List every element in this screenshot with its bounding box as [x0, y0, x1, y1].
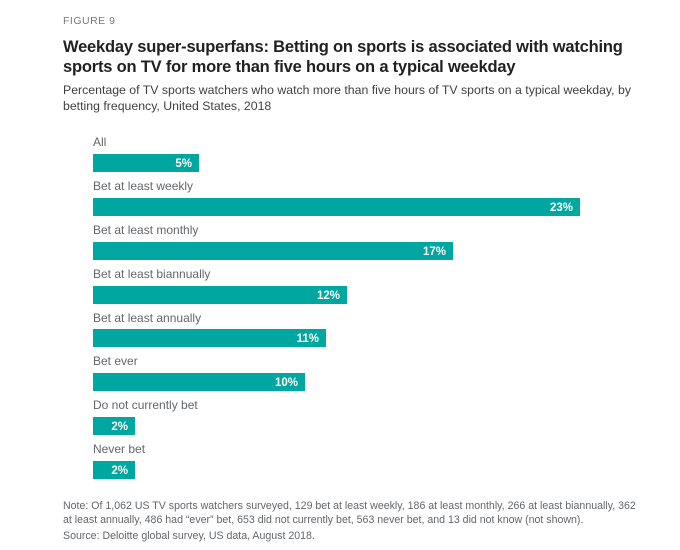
value-label: 5%	[175, 158, 192, 171]
category-label: Bet at least annually	[93, 310, 202, 325]
category-label: Never bet	[93, 441, 146, 456]
chart-row: All 5%	[93, 135, 640, 173]
value-label: 12%	[316, 289, 340, 302]
bar: 2%	[93, 460, 135, 479]
source-text: Source: Deloitte global survey, US data,…	[63, 530, 315, 543]
category-label: All	[93, 135, 107, 150]
bar: 11%	[93, 329, 326, 348]
chart-row: Bet at least annually 11%	[93, 310, 640, 348]
category-label: Bet ever	[93, 354, 138, 369]
chart-row: Never bet 2%	[93, 441, 640, 479]
chart-row: Bet at least weekly 23%	[93, 179, 640, 216]
chart-row: Do not currently bet 2%	[93, 398, 640, 435]
category-label: Bet at least monthly	[93, 222, 199, 237]
value-label: 2%	[111, 420, 128, 433]
note-text: Note: Of 1,062 US TV sports watchers sur…	[63, 499, 636, 527]
value-label: 23%	[549, 201, 573, 214]
category-label: Bet at least weekly	[93, 179, 194, 194]
bar: 23%	[93, 197, 580, 216]
chart-row: Bet at least monthly 17%	[93, 222, 640, 260]
value-label: 17%	[422, 245, 446, 258]
chart-row: Bet at least biannually 12%	[93, 266, 640, 304]
bar: 2%	[93, 416, 135, 435]
figure-label: FIGURE 9	[63, 15, 116, 27]
chart-subtitle: Percentage of TV sports watchers who wat…	[63, 82, 631, 113]
chart-row: Bet ever 10%	[93, 354, 640, 392]
bar: 5%	[93, 154, 199, 173]
chart-title: Weekday super-superfans: Betting on spor…	[63, 38, 623, 77]
value-label: 10%	[274, 377, 298, 390]
bar: 10%	[93, 373, 305, 392]
category-label: Do not currently bet	[93, 398, 198, 413]
bar: 12%	[93, 285, 347, 304]
value-label: 2%	[111, 464, 128, 477]
bar-chart: All 5% Bet at least weekly 23% Bet at least …	[93, 135, 640, 479]
value-label: 11%	[296, 333, 319, 346]
bar: 17%	[93, 241, 453, 260]
category-label: Bet at least biannually	[93, 266, 211, 281]
